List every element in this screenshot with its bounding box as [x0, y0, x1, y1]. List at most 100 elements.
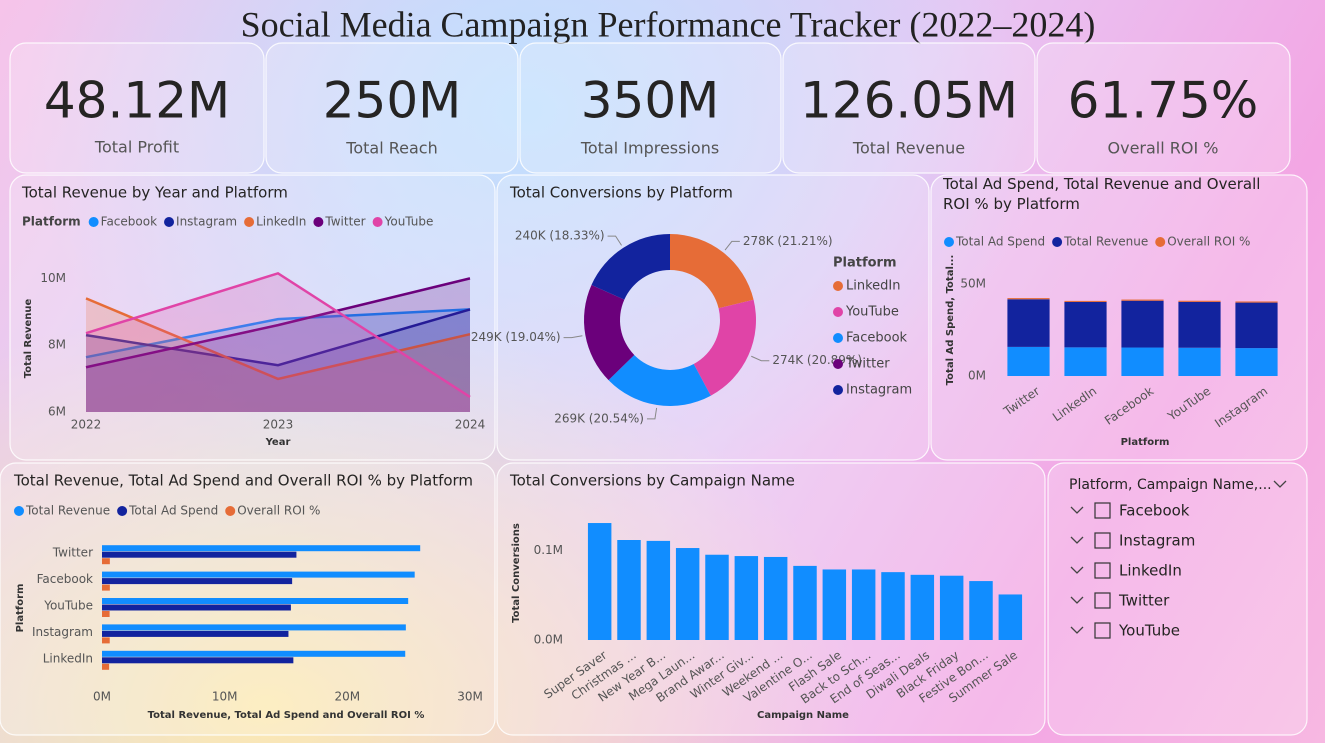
y-axis-label: Total Revenue: [23, 298, 34, 378]
data-label: 249K (19.04%): [471, 330, 561, 344]
legend-marker: [88, 217, 99, 227]
expand-chevron[interactable]: [1070, 506, 1084, 514]
leader-line: [646, 407, 658, 420]
checkbox[interactable]: [1094, 502, 1111, 519]
area: [86, 273, 470, 412]
expand-chevron[interactable]: [1070, 536, 1084, 544]
chart-title-box: Total Ad Spend, Total Revenue and Overal…: [943, 175, 1260, 213]
bar-segment: [1178, 301, 1221, 348]
chart-panel: [930, 174, 1308, 461]
y-tick-label: Facebook: [37, 572, 93, 586]
kpi-label: Total Profit: [94, 138, 179, 157]
bar: [102, 571, 415, 578]
kpi-value: 126.05M: [800, 72, 1018, 130]
x-axis-label: Total Revenue, Total Ad Spend and Overal…: [148, 710, 425, 721]
y-tick-label: 0.1M: [534, 543, 563, 557]
bar: [998, 594, 1023, 640]
legend-label: Instagram: [846, 383, 912, 398]
legend-label: Facebook: [101, 215, 157, 229]
slicer-item[interactable]: LinkedIn: [1119, 562, 1182, 580]
legend-marker: [14, 506, 24, 516]
bar: [763, 556, 788, 640]
bar: [881, 572, 905, 640]
slicer-item[interactable]: Twitter: [1118, 592, 1170, 610]
legend-label: Facebook: [846, 331, 908, 346]
legend-marker: [244, 217, 255, 227]
bar: [705, 554, 729, 640]
area: [86, 309, 470, 412]
checkbox[interactable]: [1094, 562, 1111, 579]
chart-panel: [9, 174, 496, 461]
dropdown-chevron[interactable]: [1273, 480, 1287, 488]
bar: [939, 575, 964, 640]
bar: [910, 574, 935, 640]
bar: [102, 630, 289, 637]
x-axis-label: Year: [265, 437, 291, 448]
x-tick-label: 2022: [71, 418, 102, 432]
chart-title: Total Revenue, Total Ad Spend and Overal…: [13, 472, 473, 490]
checkbox[interactable]: [1094, 532, 1111, 549]
legend-marker: [372, 217, 383, 227]
bar-segment: [1178, 347, 1221, 376]
bar-segment: [1064, 300, 1107, 302]
x-axis-label: Platform: [1121, 437, 1170, 448]
bar: [102, 558, 110, 565]
x-tick-label: 20M: [335, 690, 361, 704]
bar: [102, 637, 110, 644]
leader-line: [607, 235, 622, 246]
legend-marker: [225, 506, 236, 516]
bar: [851, 569, 876, 640]
x-tick-label: 2024: [455, 418, 486, 432]
bar: [969, 581, 993, 640]
donut-slice: [608, 354, 711, 406]
legend-marker: [833, 307, 843, 317]
legend-marker: [1052, 237, 1063, 247]
bar-segment: [1235, 348, 1278, 376]
data-label: 240K (18.33%): [515, 229, 605, 243]
y-tick-label: LinkedIn: [43, 651, 93, 665]
kpi-card: [265, 42, 519, 174]
x-axis-label: Campaign Name: [757, 710, 849, 721]
area: [86, 298, 470, 412]
y-tick-label: YouTube: [43, 599, 93, 613]
legend-marker: [117, 506, 128, 516]
x-tick-label: 2023: [263, 418, 294, 432]
bar: [102, 650, 406, 657]
expand-chevron[interactable]: [1070, 596, 1084, 604]
kpi-label: Total Revenue: [852, 139, 965, 158]
y-tick-label: 10M: [40, 271, 66, 285]
kpi-label: Total Reach: [345, 139, 437, 158]
legend-label: YouTube: [384, 215, 434, 229]
legend-label: Total Revenue: [1063, 235, 1148, 249]
legend-label: Total Ad Spend: [955, 235, 1045, 249]
kpi-value: 350M: [581, 72, 720, 130]
bar: [102, 584, 110, 591]
kpi-cards: 48.12M Total Profit 250M Total Reach 350…: [9, 42, 1291, 174]
chart-title: Total Conversions by Campaign Name: [509, 472, 795, 490]
y-tick-label: 8M: [48, 338, 66, 352]
bar-segment: [1235, 302, 1278, 349]
y-tick-label: 0M: [968, 369, 986, 383]
slicer-item[interactable]: Facebook: [1119, 502, 1190, 520]
expand-chevron[interactable]: [1070, 566, 1084, 574]
legend-label: Instagram: [176, 215, 237, 229]
bar: [102, 578, 293, 585]
chart-title: Total Conversions by Platform: [509, 184, 733, 202]
expand-chevron[interactable]: [1070, 626, 1084, 634]
slicer-item[interactable]: YouTube: [1118, 622, 1180, 640]
chart-title: Total Revenue by Year and Platform: [21, 184, 288, 202]
checkbox[interactable]: [1094, 622, 1111, 639]
bar-segment: [1007, 299, 1050, 347]
legend-marker: [313, 217, 324, 227]
slicer-item[interactable]: Instagram: [1119, 532, 1195, 550]
kpi-label: Overall ROI %: [1108, 139, 1219, 158]
checkbox[interactable]: [1094, 592, 1111, 609]
y-tick-label: 50M: [960, 277, 986, 291]
bar: [102, 551, 297, 558]
y-axis-label: Platform: [15, 584, 26, 633]
y-axis-label: Total Conversions: [511, 523, 522, 623]
legend-label: LinkedIn: [846, 279, 900, 294]
bar: [102, 598, 409, 604]
slicer-panel: [1047, 462, 1308, 736]
legend-label: Overall ROI %: [237, 504, 320, 518]
